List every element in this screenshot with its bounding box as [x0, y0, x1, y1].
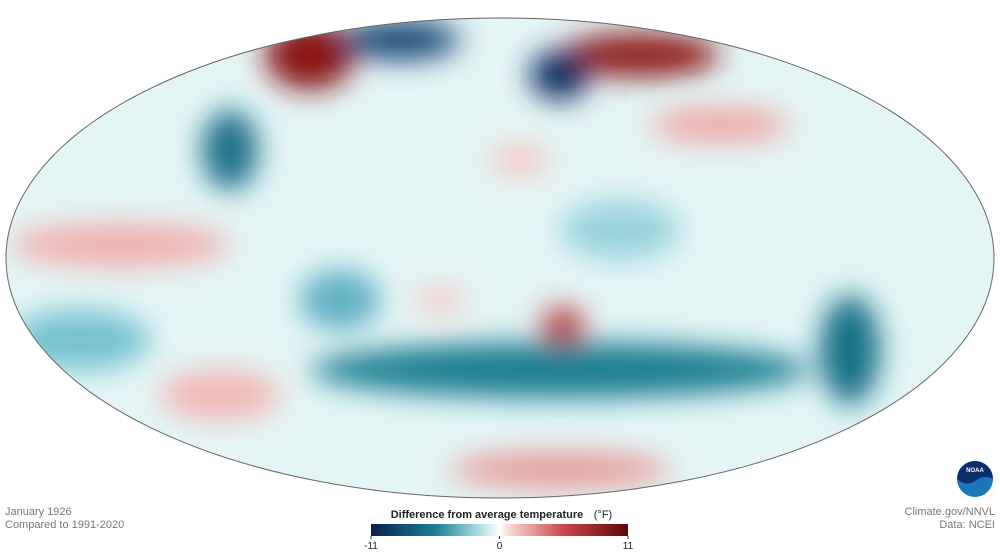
noaa-logo: NOAA — [957, 461, 993, 497]
legend-title: Difference from average temperature — [391, 509, 584, 521]
colorbar — [371, 524, 628, 536]
source: Climate.gov/NNVL — [905, 506, 995, 518]
logo-text: NOAA — [966, 468, 984, 474]
tick-label: 11 — [623, 541, 634, 552]
globe-outline — [5, 17, 995, 499]
date: January 1926 — [5, 506, 72, 518]
baseline: Compared to 1991-2020 — [5, 519, 124, 531]
tick-label: -11 — [364, 541, 378, 552]
legend-unit: (°F) — [594, 509, 612, 521]
legend-ticks: -11 0 11 — [364, 536, 634, 552]
tick-label: 0 — [497, 541, 503, 552]
data-credit: Data: NCEI — [939, 519, 995, 531]
temperature-map — [6, 18, 994, 498]
